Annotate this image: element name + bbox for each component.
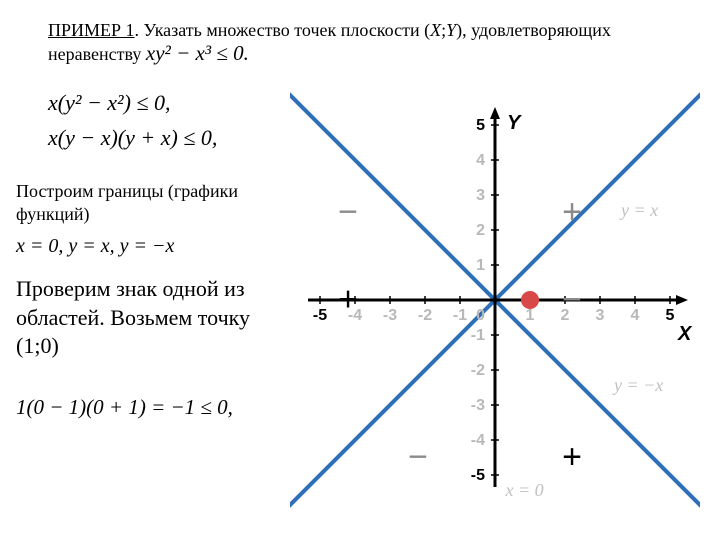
check-calc: 1(0 − 1)(0 + 1) = −1 ≤ 0, [16,395,233,420]
svg-text:−: − [562,281,582,319]
svg-text:+: + [562,193,582,231]
svg-text:−: − [338,193,358,231]
svg-text:-1: -1 [453,307,467,324]
check-sign-text: Проверим знак одной из областей. Возьмем… [16,275,266,361]
svg-text:1: 1 [526,307,535,324]
svg-text:-5: -5 [313,307,327,324]
formula-2: x(y − x)(y + x) ≤ 0, [48,125,217,151]
svg-text:-5: -5 [471,467,485,484]
svg-text:y = x: y = x [619,200,658,220]
formula-1: x(y² − x²) ≤ 0, [48,90,171,116]
svg-text:+: + [338,281,358,319]
example-label: ПРИМЕР 1 [48,20,135,40]
main-inequality: xy² − x³ ≤ 0. [146,41,249,65]
svg-text:-2: -2 [471,362,485,379]
boundary-eqs: x = 0, y = x, y = −x [16,235,174,258]
svg-text:-1: -1 [471,327,485,344]
svg-text:5: 5 [666,307,675,324]
svg-text:x = 0: x = 0 [505,480,544,500]
svg-text:-4: -4 [471,432,485,449]
coordinate-chart: -5-4-3-2-112345-5-4-3-2-1123450XYy = xy … [290,80,700,520]
svg-text:Y: Y [507,112,522,134]
svg-text:1: 1 [476,257,485,274]
svg-text:2: 2 [476,222,485,239]
svg-text:+: + [562,438,582,476]
svg-text:−: − [408,438,428,476]
title-block: ПРИМЕР 1. Указать множество точек плоско… [48,20,688,66]
svg-text:4: 4 [631,307,640,324]
svg-text:3: 3 [596,307,605,324]
svg-text:-3: -3 [383,307,397,324]
svg-text:0: 0 [476,307,485,324]
svg-text:-2: -2 [418,307,432,324]
svg-text:4: 4 [476,152,485,169]
svg-text:X: X [677,323,693,345]
svg-text:5: 5 [476,117,485,134]
svg-text:-3: -3 [471,397,485,414]
build-text: Построим границы (графики функций) [16,180,286,227]
svg-text:y = −x: y = −x [612,375,663,395]
svg-text:3: 3 [476,187,485,204]
